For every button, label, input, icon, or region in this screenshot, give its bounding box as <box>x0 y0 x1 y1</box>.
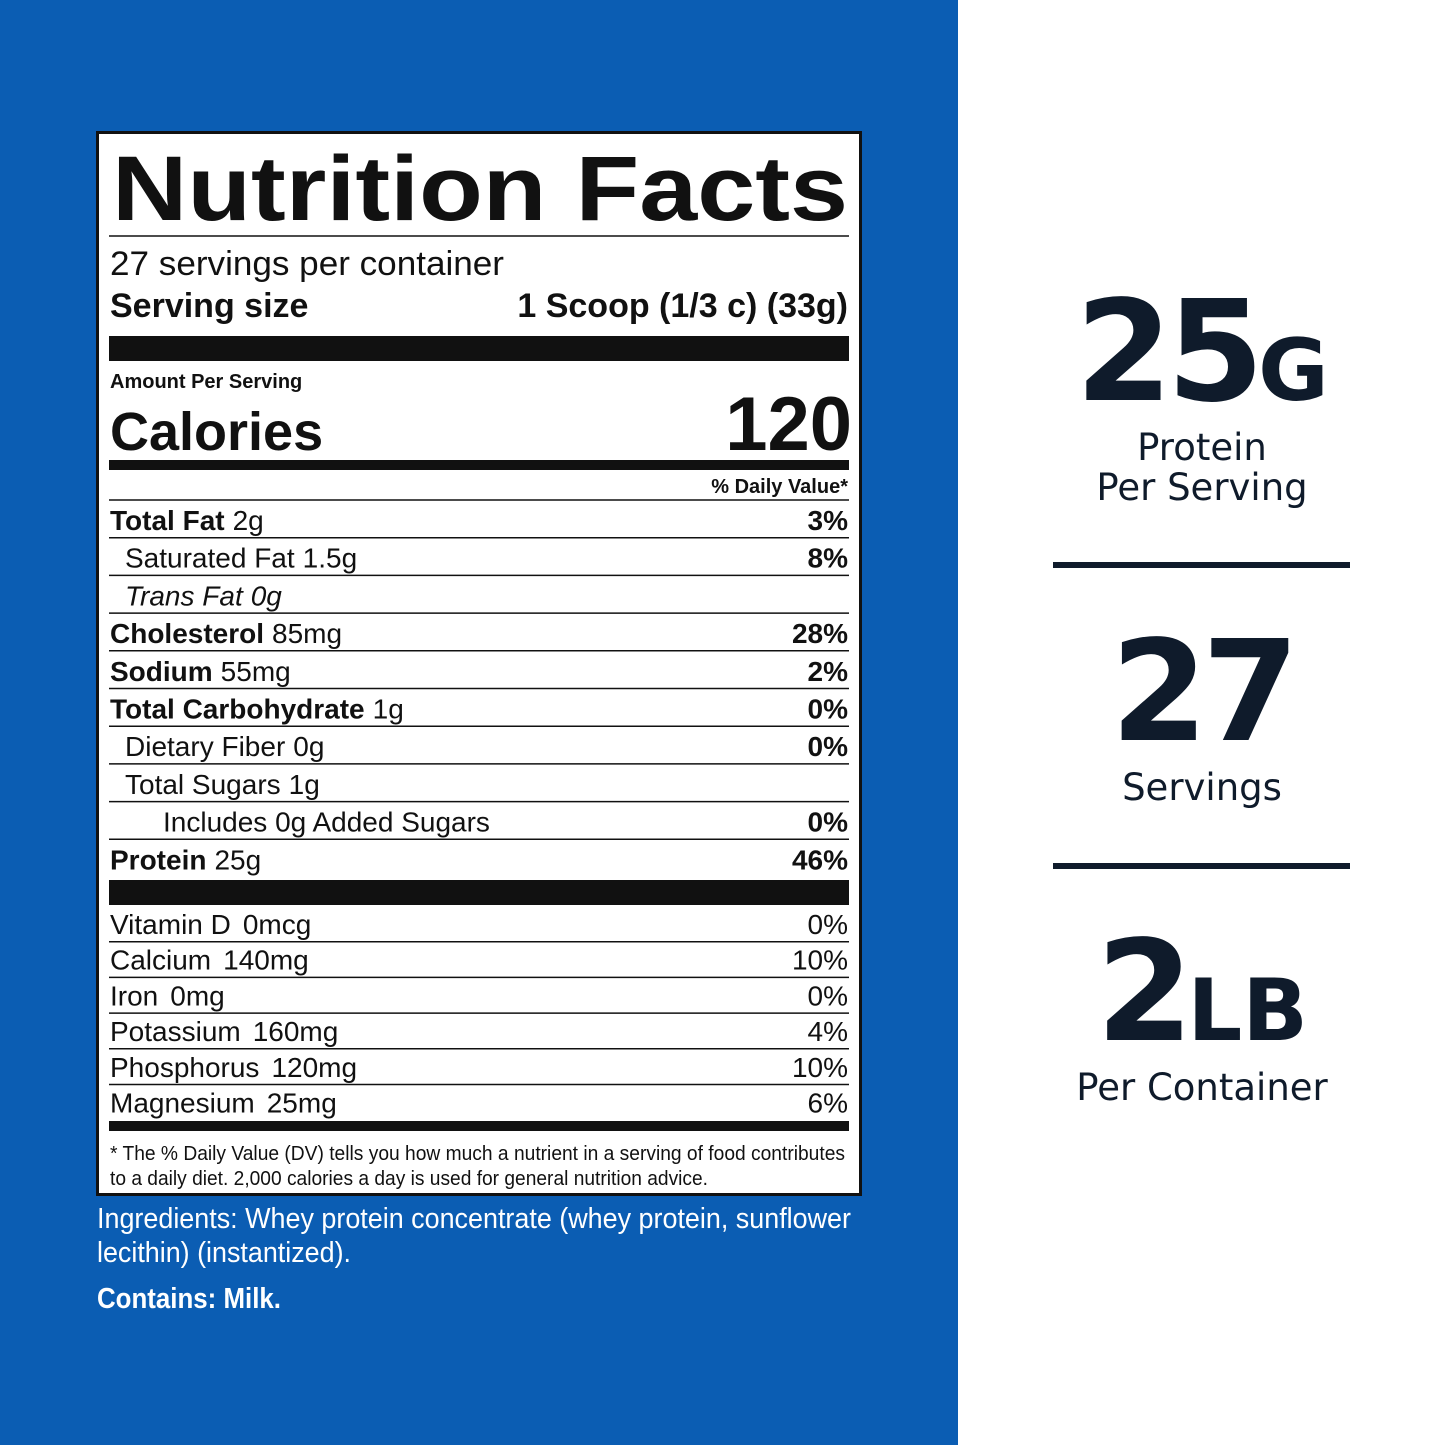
label-box <box>96 131 862 1196</box>
nutrient-amount: 2g <box>233 505 264 536</box>
vitamin-dv: 6% <box>808 1088 848 1119</box>
nutrient-name: Sodium <box>110 656 213 687</box>
vitamin-dv: 0% <box>808 980 848 1011</box>
nutrient-amount: 55mg <box>221 656 291 687</box>
highlight-label: Protein <box>1137 426 1267 469</box>
nutrient-name: Trans Fat <box>125 580 244 611</box>
contains: Contains: Milk. <box>97 1283 281 1315</box>
nutrient-row: Cholesterol 85mg <box>110 618 342 649</box>
nutrient-name: Total Sugars <box>125 769 281 800</box>
nutrient-name: Includes 0g Added Sugars <box>163 807 490 838</box>
thick-bar <box>109 880 849 905</box>
highlight-unit: G <box>1258 321 1329 421</box>
highlight-value: 2LB <box>1096 911 1308 1074</box>
footnote: * The % Daily Value (DV) tells you how m… <box>110 1143 845 1165</box>
servings-per-container: 27 servings per container <box>110 245 504 283</box>
nutrient-dv: 0% <box>808 731 849 762</box>
highlight-number: 27 <box>1111 611 1294 774</box>
highlight-label: Servings <box>1122 766 1282 809</box>
vitamin-name: Vitamin D <box>110 909 231 940</box>
highlight-number: 2 <box>1096 911 1187 1074</box>
vitamin-amount: 25mg <box>267 1088 337 1119</box>
highlight-label: Per Container <box>1076 1066 1328 1109</box>
nutrient-amount: 1.5g <box>303 543 358 574</box>
nutrient-row: Dietary Fiber 0g <box>125 731 324 762</box>
thick-bar <box>109 460 849 470</box>
vitamin-amount: 160mg <box>253 1016 339 1047</box>
nutrient-name: Protein <box>110 844 206 875</box>
nutrient-amount: 0g <box>293 731 324 762</box>
highlight-value: 25G <box>1075 271 1328 434</box>
vitamin-amount: 0mcg <box>243 909 311 940</box>
vitamin-row: Potassium 160mg <box>110 1016 338 1047</box>
highlight-label: Per Serving <box>1096 466 1307 509</box>
vitamin-name: Calcium <box>110 945 211 976</box>
nutrient-row: Includes 0g Added Sugars <box>163 807 490 838</box>
serving-size-label: Serving size <box>110 287 308 325</box>
vitamin-name: Iron <box>110 980 158 1011</box>
highlight-value: 27 <box>1111 611 1294 774</box>
nutrient-dv: 8% <box>808 543 849 574</box>
highlight-number: 25 <box>1075 271 1258 434</box>
daily-value-header: % Daily Value* <box>711 476 848 498</box>
nutrient-row: Total Carbohydrate 1g <box>110 694 404 725</box>
calories-label: Calories <box>110 402 323 462</box>
nutrient-dv: 0% <box>808 694 849 725</box>
ingredients: lecithin) (instantized). <box>97 1237 351 1269</box>
nutrient-row: Total Sugars 1g <box>125 769 320 800</box>
vitamin-dv: 10% <box>792 1052 848 1083</box>
vitamin-row: Iron 0mg <box>110 980 225 1011</box>
vitamin-amount: 140mg <box>223 945 309 976</box>
nutrient-dv: 46% <box>792 844 848 875</box>
footnote: to a daily diet. 2,000 calories a day is… <box>110 1168 708 1190</box>
ingredients: Ingredients: Whey protein concentrate (w… <box>97 1203 851 1235</box>
nutrient-dv: 28% <box>792 618 848 649</box>
vitamin-name: Magnesium <box>110 1088 255 1119</box>
vitamin-amount: 0mg <box>170 980 224 1011</box>
nutrient-amount: 1g <box>373 694 404 725</box>
nutrient-row: Trans Fat 0g <box>125 580 282 611</box>
nutrient-name: Dietary Fiber <box>125 731 285 762</box>
highlight-unit: LB <box>1188 961 1308 1061</box>
amount-per-serving: Amount Per Serving <box>110 371 302 393</box>
vitamin-row: Magnesium 25mg <box>110 1088 337 1119</box>
vitamin-name: Phosphorus <box>110 1052 259 1083</box>
serving-size-value: 1 Scoop (1/3 c) (33g) <box>517 287 848 325</box>
vitamin-row: Phosphorus 120mg <box>110 1052 357 1083</box>
nutrient-name: Saturated Fat <box>125 543 295 574</box>
vitamin-row: Vitamin D 0mcg <box>110 909 311 940</box>
nutrient-row: Sodium 55mg <box>110 656 291 687</box>
nutrient-dv: 3% <box>808 505 849 536</box>
nutrient-name: Total Carbohydrate <box>110 694 365 725</box>
vitamin-dv: 4% <box>808 1016 848 1047</box>
nutrient-name: Total Fat <box>110 505 225 536</box>
nutrient-amount: 0g <box>251 580 283 611</box>
thick-bar <box>109 336 849 361</box>
white-panel <box>958 0 1445 1445</box>
calories-value: 120 <box>725 382 852 467</box>
nutrient-amount: 1g <box>289 769 320 800</box>
thick-bar <box>109 1121 849 1131</box>
nutrient-row: Saturated Fat 1.5g <box>125 543 357 574</box>
nutrient-row: Total Fat 2g <box>110 505 264 536</box>
vitamin-name: Potassium <box>110 1016 241 1047</box>
nutrient-amount: 25g <box>214 844 261 875</box>
vitamin-dv: 0% <box>808 909 848 940</box>
nutrient-row: Protein 25g <box>110 844 261 875</box>
nutrient-amount: 85mg <box>272 618 342 649</box>
vitamin-row: Calcium 140mg <box>110 945 309 976</box>
nutrient-dv: 0% <box>808 807 849 838</box>
vitamin-amount: 120mg <box>271 1052 357 1083</box>
label-title: Nutrition Facts <box>112 138 848 240</box>
vitamin-dv: 10% <box>792 945 848 976</box>
nutrient-name: Cholesterol <box>110 618 264 649</box>
nutrient-dv: 2% <box>808 656 849 687</box>
